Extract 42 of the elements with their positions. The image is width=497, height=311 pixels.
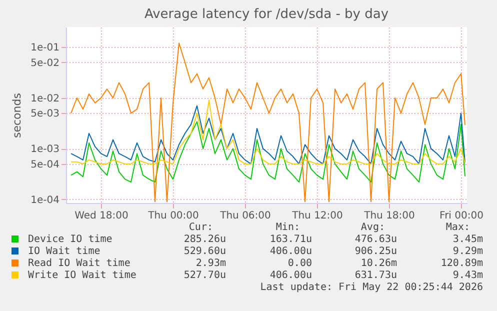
y-tick-label: 5e-02 [30, 58, 60, 69]
text: 906.25u [354, 246, 397, 258]
text: 285.26u [184, 234, 226, 246]
text: 163.71u [270, 234, 312, 246]
text: 9.29m [452, 246, 483, 258]
text: 3.45m [452, 234, 483, 246]
text: 476.63u [354, 234, 397, 246]
text: 9.43m [452, 270, 483, 282]
text: Min: [276, 222, 300, 234]
x-tick-label: Thu 18:00 [363, 210, 415, 222]
y-tick-label: 1e-03 [30, 144, 60, 156]
x-tick-label: Thu 00:00 [147, 210, 199, 222]
y-tick-label: 1e-04 [30, 194, 60, 206]
text: 406.00u [270, 246, 312, 258]
text: 0.00 [288, 258, 312, 270]
text: 10.26m [360, 258, 397, 270]
x-tick-label: Thu 12:00 [291, 210, 343, 222]
text: 406.00u [270, 270, 312, 282]
text: Last update: Fri May 22 00:25:44 2026 [260, 282, 483, 294]
text: 2.93m [196, 258, 226, 270]
x-tick-label: Fri 00:00 [440, 210, 484, 222]
y-tick-label: 5e-04 [30, 159, 60, 170]
legend-label: IO Wait time [28, 246, 100, 257]
line-series [70, 121, 466, 183]
text: 527.70u [184, 270, 226, 282]
y-tick-label: 5e-03 [30, 108, 60, 120]
text: 529.60u [184, 246, 226, 258]
chart-title: Average latency for /dev/sda - by day [144, 7, 389, 22]
legend-label: Read IO Wait time [28, 258, 130, 269]
x-tick-label: Wed 18:00 [74, 210, 128, 222]
y-tick-label: 1e-02 [30, 93, 60, 104]
text: Avg: [360, 222, 385, 234]
text: 120.89m [440, 258, 483, 270]
text: Max: [446, 222, 470, 234]
y-tick-label: 1e-01 [30, 42, 60, 54]
text: 631.73u [354, 270, 397, 282]
line-series [70, 42, 466, 202]
text: Cur: [188, 222, 213, 234]
legend-label: Write IO Wait time [28, 270, 136, 281]
legend-label: Device IO time [28, 234, 112, 245]
y-axis-title: seconds [10, 92, 24, 138]
x-tick-label: Thu 06:00 [219, 210, 271, 222]
